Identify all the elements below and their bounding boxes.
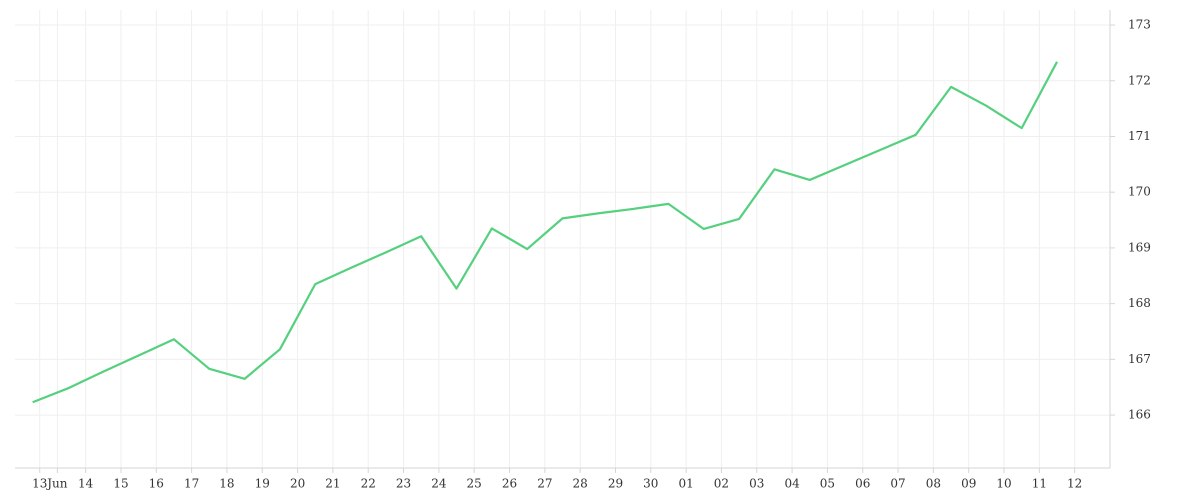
y-tick-label: 169 — [1128, 240, 1151, 254]
x-tick-label: 10 — [996, 477, 1011, 491]
x-tick-label: 11 — [1032, 477, 1047, 491]
x-tick-label: 26 — [502, 477, 517, 491]
y-tick-label: 173 — [1128, 18, 1151, 32]
x-tick-label: 12 — [1067, 477, 1082, 491]
x-tick-label: 03 — [749, 477, 764, 491]
x-tick-label: 27 — [537, 477, 552, 491]
x-tick-label: 30 — [643, 477, 658, 491]
x-tick-label: 08 — [926, 477, 941, 491]
x-tick-label: 13 — [32, 477, 47, 491]
x-tick-label: 24 — [431, 477, 447, 491]
x-tick-label: 28 — [573, 477, 588, 491]
x-tick-label: 20 — [290, 477, 305, 491]
x-tick-label: 04 — [784, 477, 800, 491]
x-tick-label: 05 — [820, 477, 835, 491]
x-tick-label: 02 — [714, 477, 729, 491]
x-tick-label: 29 — [608, 477, 623, 491]
x-tick-label: 18 — [219, 477, 234, 491]
x-tick-label: 14 — [78, 477, 94, 491]
y-tick-label: 166 — [1128, 408, 1151, 422]
x-tick-label: 15 — [113, 477, 128, 491]
x-tick-label: 21 — [325, 477, 340, 491]
x-tick-label: 17 — [184, 477, 199, 491]
y-tick-label: 168 — [1128, 296, 1151, 310]
x-tick-label: 07 — [890, 477, 905, 491]
x-tick-label: 09 — [961, 477, 976, 491]
y-tick-label: 171 — [1128, 129, 1151, 143]
x-tick-label: 22 — [361, 477, 376, 491]
x-tick-label: Jun — [45, 477, 68, 491]
price-line — [32, 61, 1058, 404]
y-tick-label: 167 — [1128, 352, 1151, 366]
y-tick-label: 170 — [1128, 185, 1151, 199]
x-tick-label: 19 — [255, 477, 270, 491]
x-tick-label: 01 — [678, 477, 693, 491]
x-tick-label: 23 — [396, 477, 411, 491]
x-tick-label: 16 — [149, 477, 164, 491]
x-tick-label: 06 — [855, 477, 870, 491]
x-tick-label: 25 — [467, 477, 482, 491]
y-tick-label: 172 — [1128, 73, 1151, 87]
